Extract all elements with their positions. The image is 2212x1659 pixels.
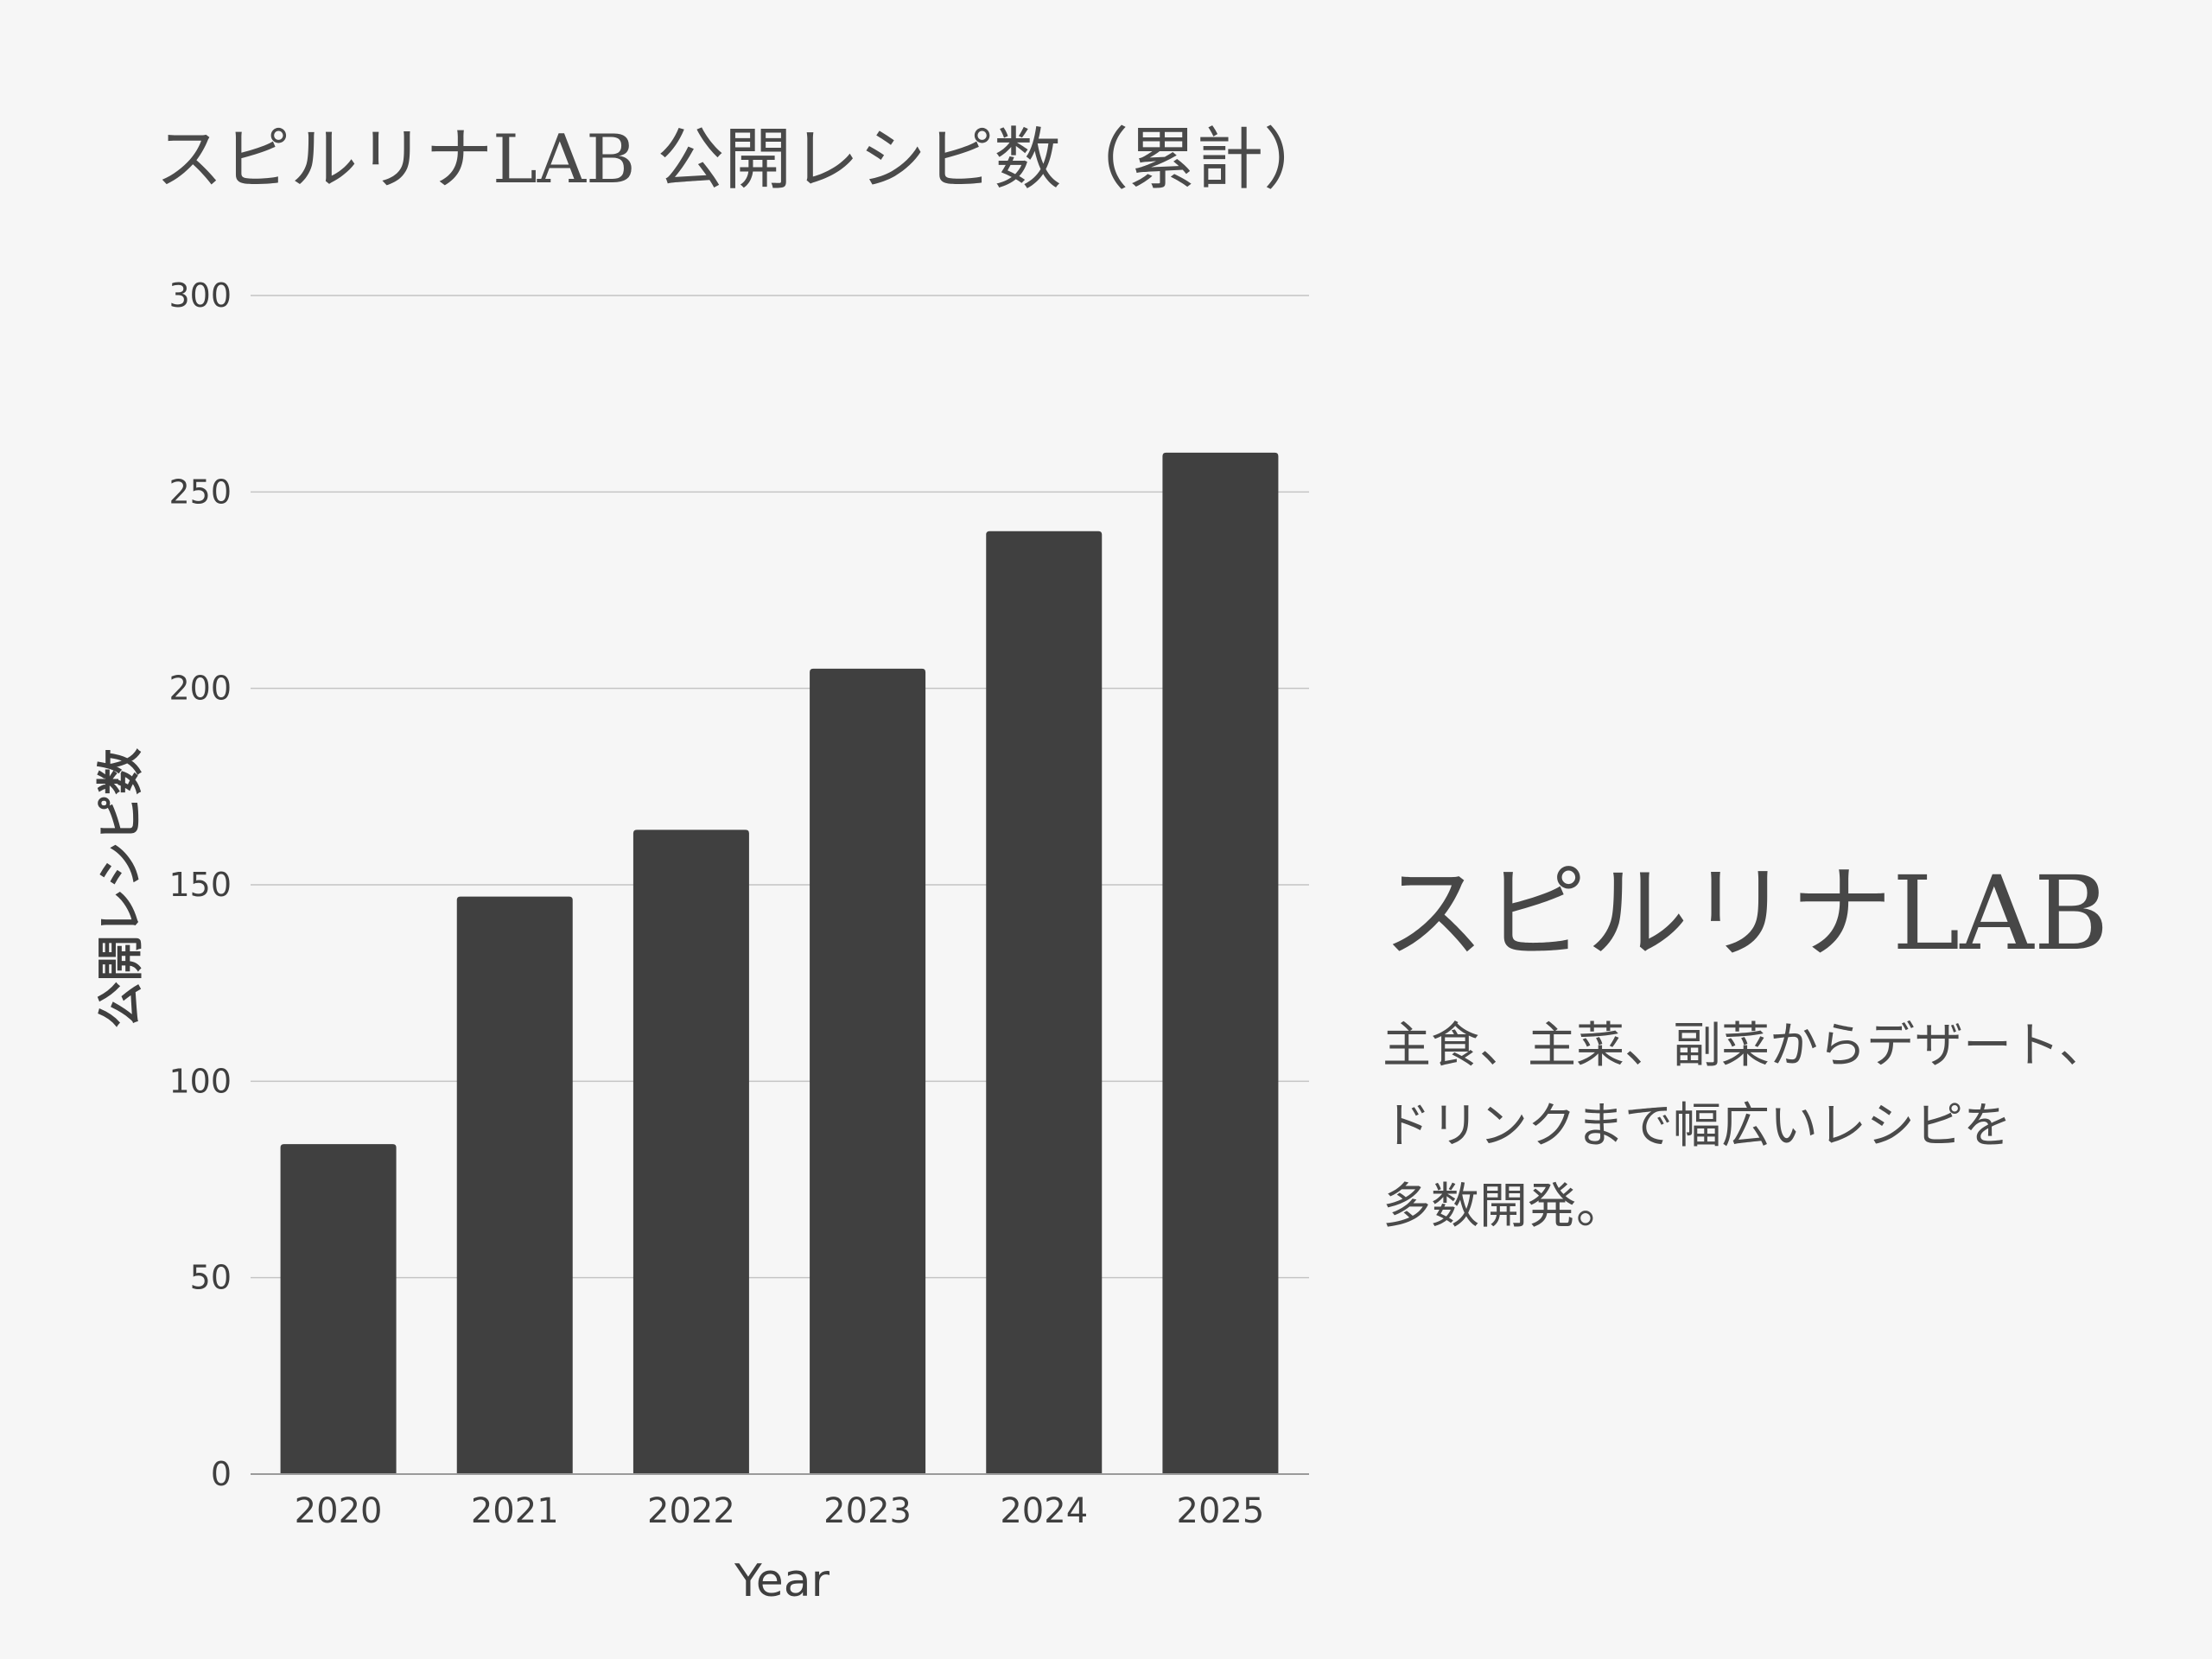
x-tick-labels: 2020 2021 2022 2023 2024 2025 <box>295 1491 1265 1531</box>
chart-title: スピルリナLAB 公開レシピ数（累計） <box>156 121 1332 199</box>
x-tick-label: 2021 <box>471 1491 559 1531</box>
brand-name: スピルリナLAB <box>1382 854 2109 973</box>
bar <box>1162 452 1279 1474</box>
bar <box>986 531 1103 1474</box>
bars <box>280 452 1279 1474</box>
x-tick-label: 2022 <box>647 1491 735 1531</box>
bar <box>810 668 926 1474</box>
y-axis-label: 公開レシピ数 <box>93 748 148 1028</box>
x-axis-label: Year <box>734 1555 830 1607</box>
bar <box>456 896 573 1474</box>
y-tick-label: 250 <box>168 473 232 511</box>
y-tick-label: 0 <box>211 1455 232 1493</box>
x-tick-label: 2024 <box>1000 1491 1088 1531</box>
x-tick-label: 2025 <box>1177 1491 1265 1531</box>
x-tick-label: 2020 <box>295 1491 383 1531</box>
y-tick-label: 100 <box>168 1062 232 1100</box>
x-tick-label: 2023 <box>823 1491 912 1531</box>
y-tick-label: 50 <box>190 1259 232 1297</box>
y-tick-label: 150 <box>168 866 232 904</box>
y-tick-label: 200 <box>168 670 232 708</box>
tagline-line: 主食、主菜、副菜からデザート、 <box>1382 1017 2107 1074</box>
bar <box>632 830 749 1474</box>
tagline: 主食、主菜、副菜からデザート、 ドリンクまで幅広いレシピを 多数開発。 <box>1382 1006 2177 1247</box>
tagline-line: ドリンクまで幅広いレシピを <box>1382 1097 2012 1154</box>
bar <box>280 1144 397 1474</box>
y-tick-labels: 0 50 100 150 200 250 300 <box>168 276 232 1493</box>
tagline-line: 多数開発。 <box>1382 1178 1624 1235</box>
gridlines <box>251 295 1309 1279</box>
y-tick-label: 300 <box>168 276 232 315</box>
side-panel: スピルリナLAB 主食、主菜、副菜からデザート、 ドリンクまで幅広いレシピを 多… <box>1382 855 2177 1247</box>
